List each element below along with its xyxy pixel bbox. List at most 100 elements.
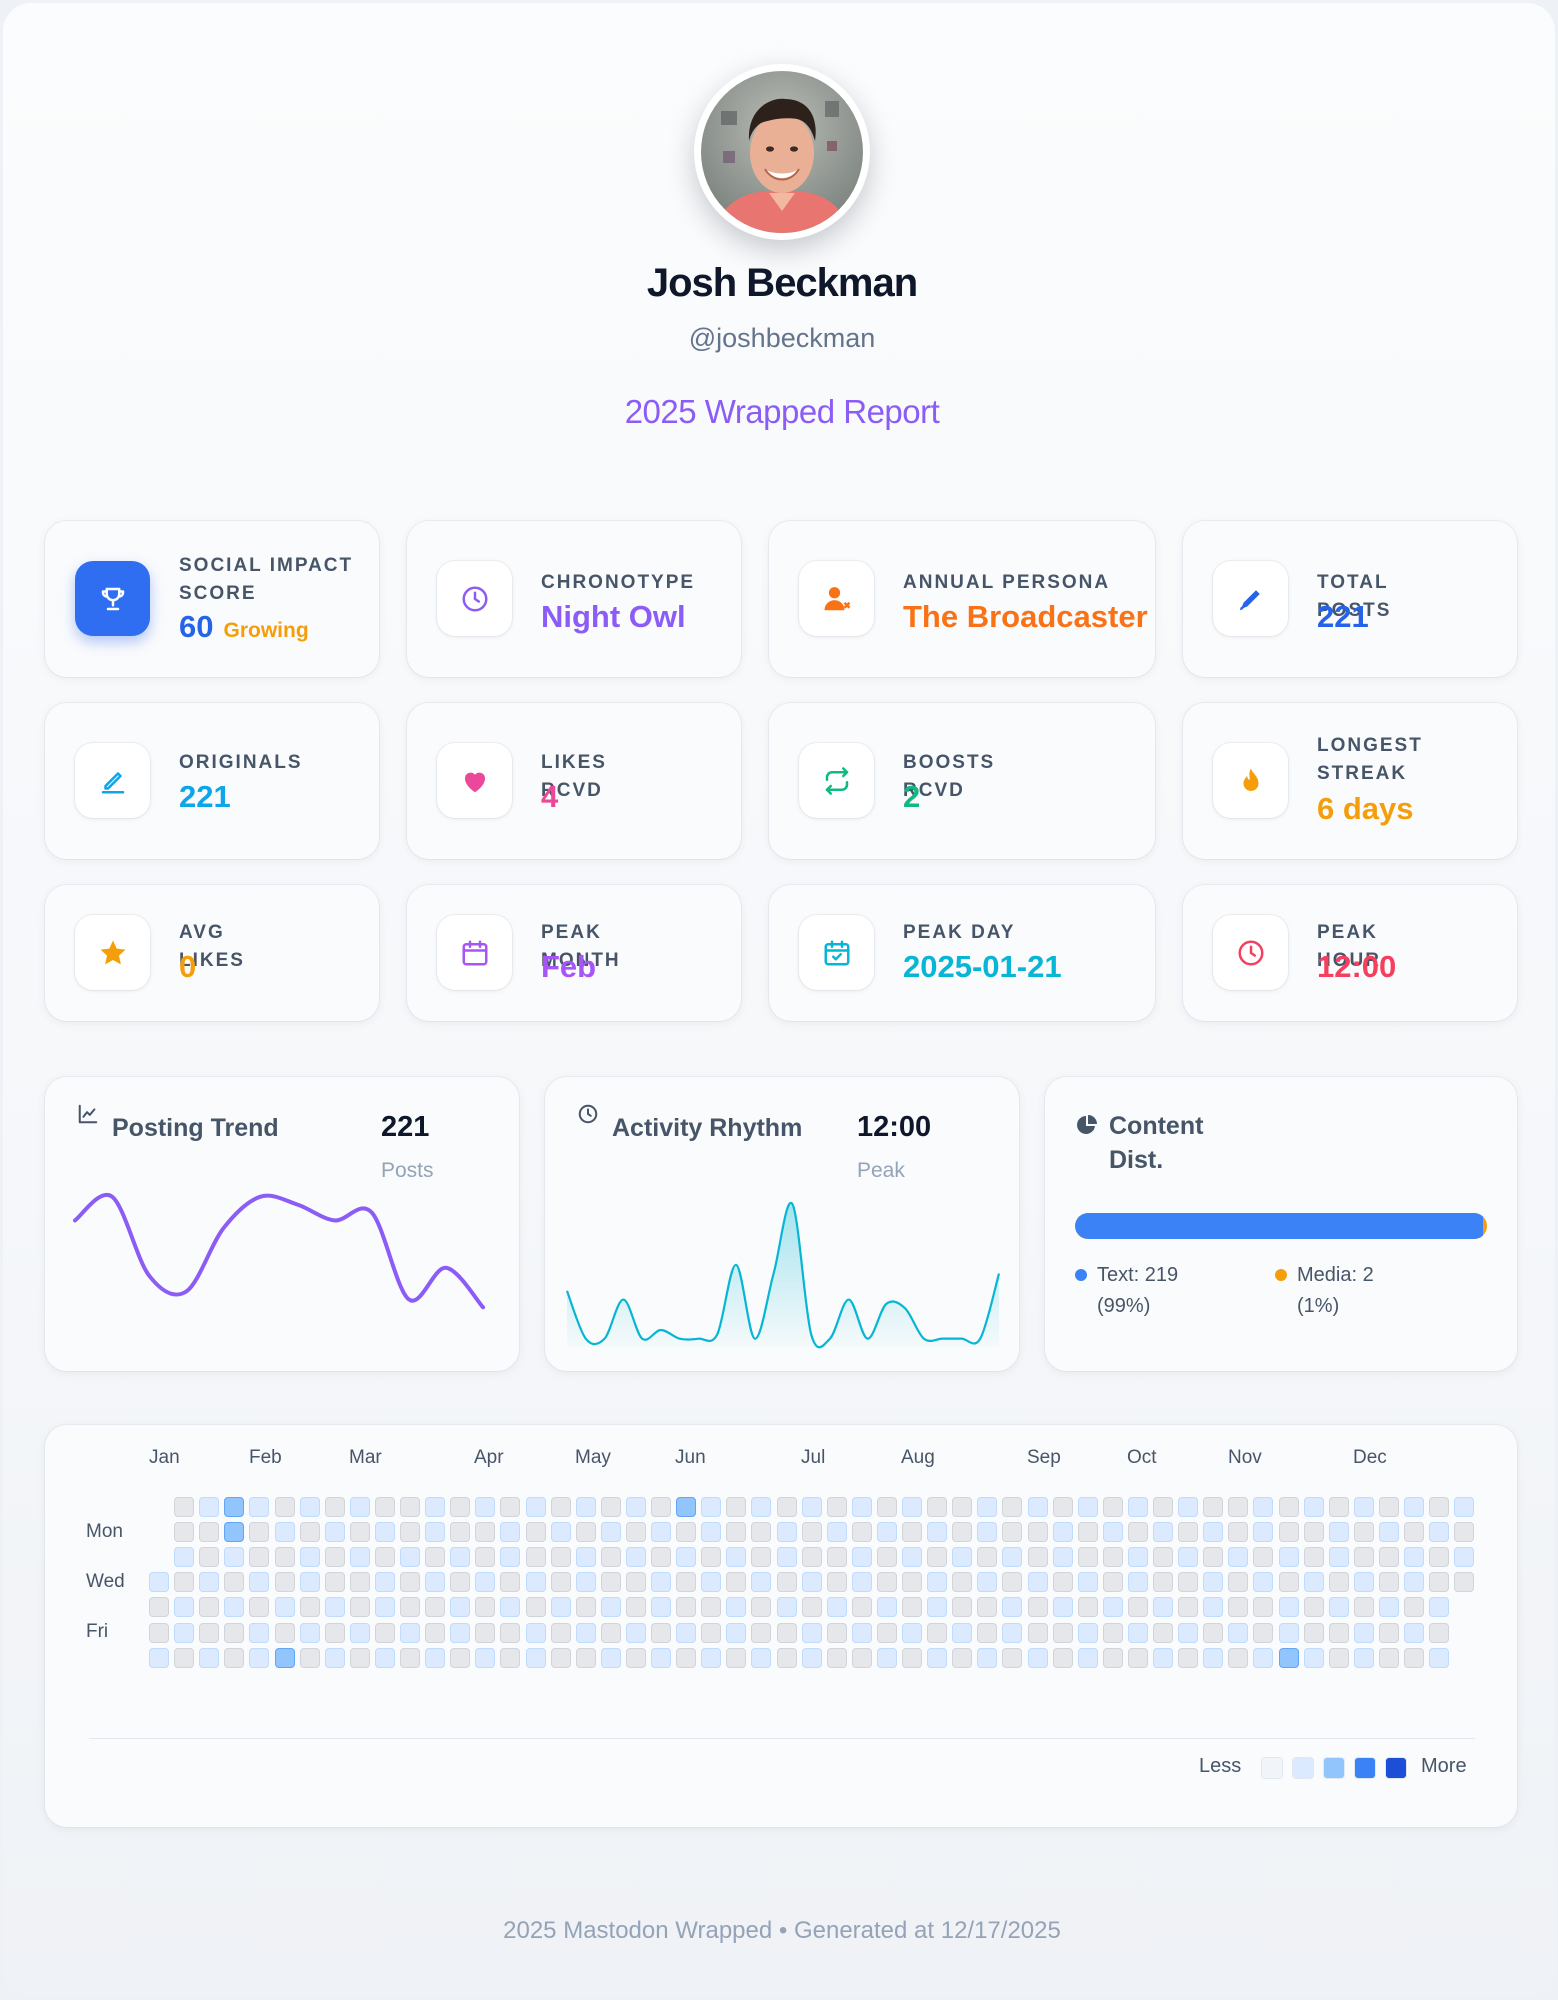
heatmap-cell[interactable] — [1127, 1622, 1148, 1643]
heatmap-cell[interactable] — [575, 1547, 596, 1568]
heatmap-cell[interactable] — [349, 1497, 370, 1517]
heatmap-cell[interactable] — [876, 1522, 897, 1543]
heatmap-cell[interactable] — [324, 1547, 345, 1568]
heatmap-cell[interactable] — [651, 1597, 671, 1618]
heatmap-cell[interactable] — [801, 1522, 822, 1543]
heatmap-cell[interactable] — [1153, 1522, 1173, 1543]
heatmap-cell[interactable] — [1353, 1622, 1374, 1643]
heatmap-cell[interactable] — [500, 1647, 521, 1668]
heatmap-cell[interactable] — [1404, 1647, 1424, 1668]
heatmap-cell[interactable] — [1404, 1497, 1424, 1517]
heatmap-cell[interactable] — [575, 1497, 596, 1517]
heatmap-cell[interactable] — [425, 1547, 446, 1568]
heatmap-cell[interactable] — [902, 1572, 922, 1593]
heatmap-cell[interactable] — [249, 1572, 270, 1593]
heatmap-cell[interactable] — [249, 1497, 270, 1517]
heatmap-cell[interactable] — [1278, 1597, 1299, 1618]
heatmap-cell[interactable] — [149, 1572, 169, 1593]
heatmap-cell[interactable] — [1353, 1647, 1374, 1668]
heatmap-cell[interactable] — [1253, 1622, 1274, 1643]
heatmap-cell[interactable] — [550, 1597, 571, 1618]
heatmap-cell[interactable] — [625, 1647, 646, 1668]
heatmap-cell[interactable] — [927, 1547, 948, 1568]
heatmap-cell[interactable] — [425, 1597, 446, 1618]
heatmap-cell[interactable] — [1127, 1522, 1148, 1543]
heatmap-cell[interactable] — [1353, 1572, 1374, 1593]
heatmap-cell[interactable] — [676, 1497, 697, 1517]
heatmap-cell[interactable] — [1077, 1597, 1098, 1618]
heatmap-cell[interactable] — [1102, 1497, 1123, 1517]
heatmap-cell[interactable] — [174, 1547, 195, 1568]
heatmap-cell[interactable] — [977, 1647, 998, 1668]
heatmap-cell[interactable] — [525, 1522, 546, 1543]
heatmap-cell[interactable] — [475, 1597, 496, 1618]
heatmap-cell[interactable] — [676, 1597, 697, 1618]
heatmap-cell[interactable] — [400, 1622, 420, 1643]
heatmap-cell[interactable] — [1153, 1547, 1173, 1568]
heatmap-cell[interactable] — [1278, 1522, 1299, 1543]
heatmap-cell[interactable] — [224, 1647, 245, 1668]
heatmap-cell[interactable] — [701, 1597, 722, 1618]
heatmap-cell[interactable] — [1102, 1572, 1123, 1593]
heatmap-cell[interactable] — [826, 1547, 847, 1568]
heatmap-cell[interactable] — [1328, 1597, 1349, 1618]
heatmap-cell[interactable] — [1429, 1497, 1450, 1517]
heatmap-cell[interactable] — [374, 1622, 395, 1643]
heatmap-cell[interactable] — [1027, 1597, 1048, 1618]
heatmap-cell[interactable] — [876, 1572, 897, 1593]
heatmap-cell[interactable] — [1052, 1572, 1073, 1593]
heatmap-cell[interactable] — [1378, 1647, 1399, 1668]
heatmap-cell[interactable] — [475, 1622, 496, 1643]
heatmap-cell[interactable] — [149, 1622, 169, 1643]
heatmap-cell[interactable] — [701, 1622, 722, 1643]
heatmap-cell[interactable] — [1278, 1622, 1299, 1643]
heatmap-cell[interactable] — [1027, 1622, 1048, 1643]
heatmap-cell[interactable] — [751, 1622, 772, 1643]
heatmap-cell[interactable] — [224, 1522, 245, 1543]
heatmap-cell[interactable] — [525, 1597, 546, 1618]
heatmap-cell[interactable] — [1328, 1497, 1349, 1517]
heatmap-cell[interactable] — [299, 1547, 320, 1568]
heatmap-cell[interactable] — [977, 1597, 998, 1618]
heatmap-cell[interactable] — [1127, 1597, 1148, 1618]
heatmap-cell[interactable] — [199, 1522, 220, 1543]
heatmap-cell[interactable] — [676, 1572, 697, 1593]
heatmap-cell[interactable] — [600, 1497, 621, 1517]
heatmap-cell[interactable] — [1404, 1522, 1424, 1543]
heatmap-cell[interactable] — [1002, 1547, 1023, 1568]
heatmap-cell[interactable] — [1178, 1497, 1199, 1517]
heatmap-cell[interactable] — [1203, 1522, 1224, 1543]
heatmap-cell[interactable] — [550, 1522, 571, 1543]
heatmap-cell[interactable] — [1253, 1497, 1274, 1517]
heatmap-cell[interactable] — [199, 1497, 220, 1517]
heatmap-cell[interactable] — [1328, 1622, 1349, 1643]
heatmap-cell[interactable] — [726, 1622, 747, 1643]
heatmap-cell[interactable] — [977, 1547, 998, 1568]
heatmap-cell[interactable] — [1153, 1497, 1173, 1517]
heatmap-cell[interactable] — [500, 1522, 521, 1543]
heatmap-cell[interactable] — [1102, 1622, 1123, 1643]
heatmap-cell[interactable] — [1353, 1597, 1374, 1618]
heatmap-cell[interactable] — [876, 1622, 897, 1643]
heatmap-cell[interactable] — [1102, 1597, 1123, 1618]
heatmap-cell[interactable] — [525, 1622, 546, 1643]
heatmap-cell[interactable] — [952, 1522, 973, 1543]
heatmap-cell[interactable] — [349, 1622, 370, 1643]
heatmap-cell[interactable] — [625, 1547, 646, 1568]
heatmap-cell[interactable] — [625, 1622, 646, 1643]
heatmap-cell[interactable] — [274, 1622, 295, 1643]
heatmap-cell[interactable] — [1429, 1522, 1450, 1543]
heatmap-cell[interactable] — [902, 1647, 922, 1668]
heatmap-cell[interactable] — [1203, 1647, 1224, 1668]
heatmap-cell[interactable] — [651, 1497, 671, 1517]
heatmap-cell[interactable] — [952, 1647, 973, 1668]
heatmap-cell[interactable] — [1303, 1597, 1324, 1618]
heatmap-cell[interactable] — [1052, 1497, 1073, 1517]
heatmap-cell[interactable] — [1027, 1647, 1048, 1668]
heatmap-cell[interactable] — [1228, 1647, 1249, 1668]
heatmap-cell[interactable] — [1178, 1522, 1199, 1543]
heatmap-cell[interactable] — [927, 1597, 948, 1618]
heatmap-cell[interactable] — [1228, 1597, 1249, 1618]
heatmap-cell[interactable] — [400, 1597, 420, 1618]
heatmap-cell[interactable] — [751, 1547, 772, 1568]
